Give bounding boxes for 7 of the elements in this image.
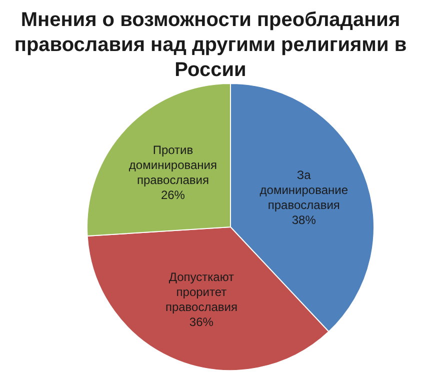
data-label: 36% [189,315,214,330]
data-label: 26% [160,188,186,202]
data-label: 38% [292,212,316,227]
chart-title: Мнения о возможности преобладания православия над другими религиями в России [13,8,408,83]
slice-label: За доминирование православия [260,168,348,212]
slice-label: Допусткают проритет православия [165,270,238,314]
slice-label: Против доминирования православия [128,142,217,187]
